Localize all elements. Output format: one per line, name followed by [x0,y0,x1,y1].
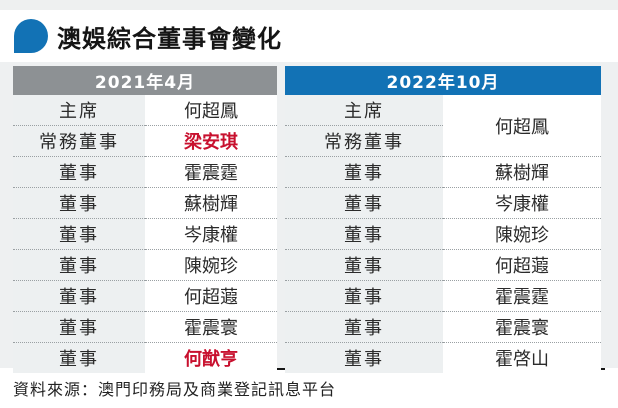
table-row: 董事 霍震霆 [13,156,277,188]
name-cell: 岑康權 [443,187,601,219]
name-cell-highlighted: 何猷亨 [145,342,277,373]
table-2021: 2021年4月 主席 何超鳳 常務董事 梁安琪 董事 霍震霆 [13,66,277,373]
table-row: 董事 霍震寰 [13,311,277,343]
table-row: 常務董事 [285,125,601,157]
role-cell: 董事 [13,249,145,281]
name-cell: 霍震霆 [443,280,601,312]
table-row: 董事 何猷亨 [13,342,277,373]
table-panel: 2021年4月 主席 何超鳳 常務董事 梁安琪 董事 霍震霆 [0,62,618,373]
role-cell: 董事 [13,280,145,312]
role-cell: 董事 [285,311,443,343]
table-row: 董事 霍啓山 [285,342,601,373]
table-row: 董事 何超蕸 [13,280,277,312]
role-cell: 董事 [13,218,145,250]
table-2022: 2022年10月 主席 何超鳳 常務董事 董事 蘇樹輝 [285,66,601,373]
speech-bubble-icon [14,19,48,53]
role-cell: 董事 [285,280,443,312]
tables-container: 2021年4月 主席 何超鳳 常務董事 梁安琪 董事 霍震霆 [13,66,605,373]
name-cell: 何超蕸 [145,280,277,312]
role-cell: 常務董事 [285,125,443,157]
table-row: 董事 霍震寰 [285,311,601,343]
role-cell: 董事 [285,156,443,188]
role-cell: 主席 [13,95,145,126]
name-cell: 陳婉珍 [443,218,601,250]
table-row: 董事 岑康權 [13,218,277,250]
table-row: 主席 何超鳳 [285,95,601,157]
table-row: 董事 岑康權 [285,187,601,219]
table-row: 董事 蘇樹輝 [13,187,277,219]
table-row: 董事 蘇樹輝 [285,156,601,188]
name-cell: 蘇樹輝 [145,187,277,219]
role-cell: 董事 [285,342,443,373]
top-strip [0,0,618,10]
column-header-2022: 2022年10月 [285,66,601,95]
name-cell: 何超鳳 [145,95,277,126]
source-note: 資料來源：澳門印務局及商業登記訊息平台 [13,380,337,399]
column-header-2021: 2021年4月 [13,66,277,95]
table-row: 常務董事 梁安琪 [13,125,277,157]
role-cell: 常務董事 [13,125,145,157]
name-cell: 何超蕸 [443,249,601,281]
role-cell: 董事 [285,249,443,281]
role-cell: 董事 [13,342,145,373]
name-cell: 陳婉珍 [145,249,277,281]
name-cell: 霍震寰 [145,311,277,343]
table-row: 主席 何超鳳 [13,95,277,126]
table-row: 董事 何超蕸 [285,249,601,281]
title-band: 澳娛綜合董事會變化 [0,10,618,62]
role-cell: 董事 [13,311,145,343]
table-row: 董事 陳婉珍 [13,249,277,281]
table-row: 董事 陳婉珍 [285,218,601,250]
name-cell: 霍震霆 [145,156,277,188]
role-cell: 董事 [285,187,443,219]
name-cell: 霍啓山 [443,342,601,373]
role-cell: 董事 [13,187,145,219]
role-cell: 董事 [285,218,443,250]
name-cell: 岑康權 [145,218,277,250]
table-row: 董事 霍震霆 [285,280,601,312]
page-title: 澳娛綜合董事會變化 [57,24,282,53]
role-cell: 主席 [285,95,443,126]
name-cell-merged: 何超鳳 [443,95,601,157]
role-cell: 董事 [13,156,145,188]
name-cell: 蘇樹輝 [443,156,601,188]
name-cell: 霍震寰 [443,311,601,343]
name-cell-highlighted: 梁安琪 [145,125,277,157]
